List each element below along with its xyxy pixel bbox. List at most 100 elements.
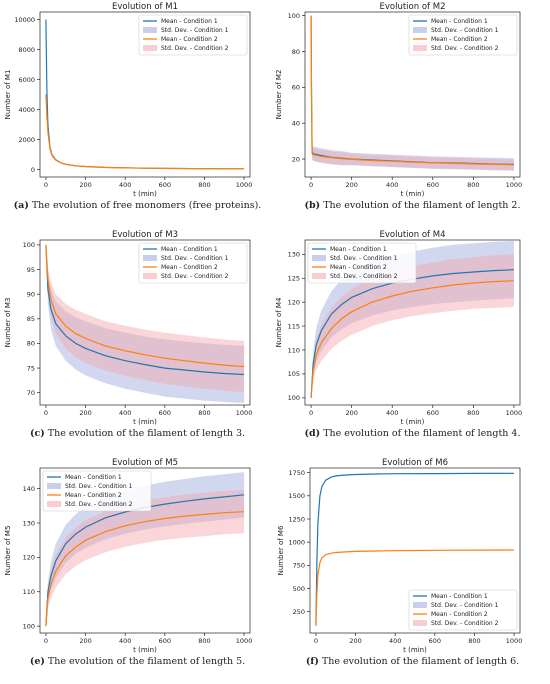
mean-line-0 [310, 269, 514, 398]
legend-swatch [47, 483, 61, 489]
y-tick-label: 105 [288, 370, 300, 378]
caption-tag: (a) [13, 200, 29, 211]
y-tick-label: 85 [27, 315, 35, 323]
y-tick-label: 80 [292, 48, 300, 56]
axes-frame [39, 467, 251, 634]
legend-swatch [413, 27, 427, 33]
x-tick-label: 200 [345, 181, 357, 189]
figure-caption: (d) The evolution of the filament of len… [275, 428, 550, 439]
y-tick-label: 40 [292, 119, 300, 127]
plot-area [310, 15, 514, 171]
y-axis-label: Number of M6 [277, 525, 285, 575]
y-tick-label: 70 [27, 389, 35, 397]
legend-label: Std. Dev. - Condition 1 [161, 255, 229, 262]
legend-label: Std. Dev. - Condition 1 [161, 27, 229, 34]
x-tick-label: 400 [119, 637, 131, 645]
x-tick-label: 200 [79, 181, 91, 189]
chart-svg: Evolution of M3 0 200 400 600 800 1000 70 75 80 85… [4, 230, 252, 426]
figure-caption: (a) The evolution of free monomers (free… [0, 200, 275, 211]
y-tick-label: 0 [31, 166, 35, 174]
x-tick-label: 200 [345, 409, 357, 417]
legend-box [138, 14, 248, 56]
legend: Mean - Condition 1 Std. Dev. - Condition … [42, 470, 152, 512]
x-tick-label: 600 [429, 637, 441, 645]
caption-text: The evolution of the filament of length … [318, 656, 520, 667]
chart-panel-5: Evolution of M6 0 200 400 600 800 1000 250 500 75… [275, 456, 550, 684]
axes-frame [39, 239, 251, 406]
chart-title: Evolution of M4 [380, 230, 446, 240]
legend-box [408, 14, 518, 56]
x-tick-label: 1000 [506, 409, 523, 417]
y-axis-label: Number of M4 [275, 297, 283, 347]
y-tick-label: 110 [23, 588, 35, 596]
x-tick-label: 200 [79, 637, 91, 645]
y-tick-label: 2000 [18, 136, 35, 144]
legend-label: Std. Dev. - Condition 1 [65, 483, 133, 490]
axes-frame [309, 467, 521, 634]
x-axis-label: t (min) [133, 646, 157, 654]
y-tick-label: 95 [27, 266, 35, 274]
legend-swatch [143, 255, 157, 261]
x-tick-label: 600 [159, 637, 171, 645]
caption-tag: (f) [305, 656, 319, 667]
y-tick-label: 100 [23, 622, 35, 630]
mean-line-2 [45, 244, 245, 368]
x-tick-label: 600 [159, 181, 171, 189]
legend-label: Mean - Condition 2 [161, 36, 218, 43]
chart-svg: Evolution of M6 0 200 400 600 800 1000 250 500 75… [277, 458, 522, 654]
y-axis-label: Number of M1 [4, 70, 12, 120]
x-tick-label: 1000 [236, 637, 253, 645]
legend-swatch [47, 501, 61, 507]
legend-label: Mean - Condition 2 [65, 492, 122, 499]
caption-text: The evolution of the filament of length … [320, 200, 521, 211]
x-tick-label: 200 [349, 637, 361, 645]
legend-label: Std. Dev. - Condition 1 [431, 602, 499, 609]
caption-text: The evolution of the filament of length … [44, 428, 246, 439]
y-tick-label: 75 [27, 364, 35, 372]
y-tick-label: 130 [23, 519, 35, 527]
legend-label: Mean - Condition 1 [161, 18, 218, 25]
legend-swatch [312, 273, 326, 279]
y-tick-label: 500 [293, 585, 305, 593]
y-tick-label: 125 [288, 275, 300, 283]
y-tick-label: 100 [288, 12, 300, 20]
legend-box [138, 242, 248, 284]
chart-panel-4: Evolution of M5 0 200 400 600 800 1000 100 110 12… [0, 456, 275, 684]
x-tick-label: 600 [427, 409, 439, 417]
legend: Mean - Condition 1 Std. Dev. - Condition … [138, 242, 248, 284]
y-tick-label: 90 [27, 290, 35, 298]
legend-swatch [413, 602, 427, 608]
chart-title: Evolution of M3 [112, 230, 178, 240]
legend-label: Mean - Condition 1 [330, 246, 387, 253]
x-tick-label: 400 [386, 409, 398, 417]
legend-label: Mean - Condition 1 [431, 18, 488, 25]
std-band-1 [311, 15, 514, 171]
figure-caption: (b) The evolution of the filament of len… [275, 200, 550, 211]
x-axis-label: t (min) [401, 418, 425, 426]
y-tick-label: 20 [292, 155, 300, 163]
std-band-3 [311, 15, 514, 171]
x-tick-label: 800 [467, 409, 479, 417]
x-axis-label: t (min) [401, 190, 425, 198]
x-tick-label: 0 [44, 409, 48, 417]
mean-line-2 [45, 511, 245, 627]
y-tick-label: 60 [292, 84, 300, 92]
chart-panel-2: Evolution of M3 0 200 400 600 800 1000 70 75 80 85… [0, 228, 275, 456]
legend-box [42, 470, 152, 512]
legend-swatch [413, 620, 427, 626]
legend: Mean - Condition 1 Std. Dev. - Condition … [408, 589, 518, 631]
mean-line-2 [310, 280, 514, 398]
y-tick-label: 250 [293, 608, 305, 616]
legend-label: Std. Dev. - Condition 2 [161, 45, 229, 52]
std-band-3 [45, 94, 245, 169]
legend-label: Mean - Condition 1 [431, 593, 488, 600]
std-band-1 [45, 244, 245, 403]
y-tick-label: 120 [23, 554, 35, 562]
y-tick-label: 130 [288, 251, 300, 259]
chart-svg: Evolution of M2 0 200 400 600 800 1000 20 40 60 80… [275, 2, 522, 198]
x-tick-label: 800 [198, 409, 210, 417]
chart-title: Evolution of M5 [112, 458, 178, 468]
caption-text: The evolution of free monomers (free pro… [28, 200, 262, 211]
x-tick-label: 400 [386, 181, 398, 189]
